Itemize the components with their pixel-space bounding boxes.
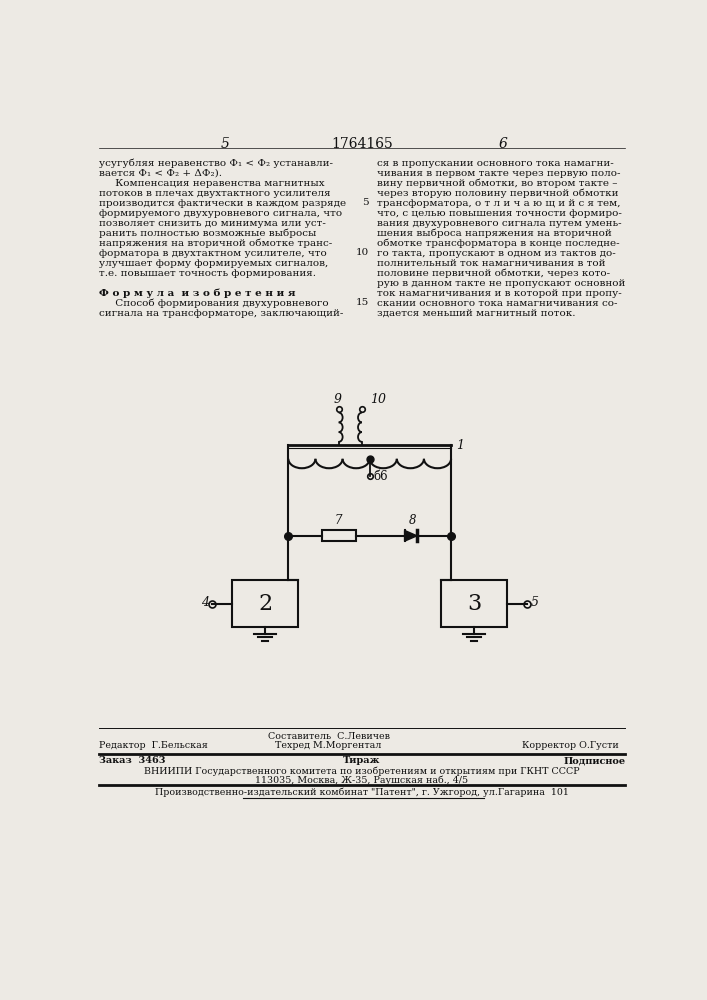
Text: трансформатора, о т л и ч а ю щ и й с я тем,: трансформатора, о т л и ч а ю щ и й с я … xyxy=(377,199,620,208)
Text: т.е. повышает точность формирования.: т.е. повышает точность формирования. xyxy=(99,269,316,278)
Text: 2: 2 xyxy=(258,593,272,615)
Text: Редактор  Г.Бельская: Редактор Г.Бельская xyxy=(99,741,208,750)
Text: Заказ  3463: Заказ 3463 xyxy=(99,756,165,765)
Text: 10: 10 xyxy=(356,248,369,257)
Text: б6: б6 xyxy=(373,470,388,483)
Text: потоков в плечах двухтактного усилителя: потоков в плечах двухтактного усилителя xyxy=(99,189,331,198)
Text: рую в данном такте не пропускают основной: рую в данном такте не пропускают основно… xyxy=(377,279,625,288)
Text: 4: 4 xyxy=(201,596,209,609)
Text: 1: 1 xyxy=(456,439,464,452)
Text: Корректор О.Густи: Корректор О.Густи xyxy=(522,741,619,750)
Text: полнительный ток намагничивания в той: полнительный ток намагничивания в той xyxy=(377,259,605,268)
Text: Подписное: Подписное xyxy=(563,756,626,765)
Text: форматора в двухтактном усилителе, что: форматора в двухтактном усилителе, что xyxy=(99,249,327,258)
Bar xyxy=(322,530,356,541)
Text: 7: 7 xyxy=(335,514,342,527)
Text: 5: 5 xyxy=(530,596,539,609)
Text: ток намагничивания и в которой при пропу-: ток намагничивания и в которой при пропу… xyxy=(377,289,621,298)
Text: половине первичной обмотки, через кото-: половине первичной обмотки, через кото- xyxy=(377,269,610,278)
Text: обмотке трансформатора в конце последне-: обмотке трансформатора в конце последне- xyxy=(377,239,619,248)
Text: здается меньший магнитный поток.: здается меньший магнитный поток. xyxy=(377,309,575,318)
Text: Способ формирования двухуровневого: Способ формирования двухуровневого xyxy=(99,299,329,308)
Text: 15: 15 xyxy=(356,298,369,307)
Text: Производственно-издательский комбинат "Патент", г. Ужгород, ул.Гагарина  101: Производственно-издательский комбинат "П… xyxy=(155,788,569,797)
Text: Компенсация неравенства магнитных: Компенсация неравенства магнитных xyxy=(99,179,325,188)
Text: Составитель  С.Левичев: Составитель С.Левичев xyxy=(268,732,390,741)
Text: Тираж: Тираж xyxy=(343,756,380,765)
Text: шения выброса напряжения на вторичной: шения выброса напряжения на вторичной xyxy=(377,229,612,238)
Bar xyxy=(441,580,507,627)
Text: скании основного тока намагничивания со-: скании основного тока намагничивания со- xyxy=(377,299,617,308)
Text: ранить полностью возможные выбросы: ранить полностью возможные выбросы xyxy=(99,229,317,238)
Text: 8: 8 xyxy=(409,514,416,527)
Text: ВНИИПИ Государственного комитета по изобретениям и открытиям при ГКНТ СССР: ВНИИПИ Государственного комитета по изоб… xyxy=(144,766,580,776)
Text: чивания в первом такте через первую поло-: чивания в первом такте через первую поло… xyxy=(377,169,620,178)
Text: вину первичной обмотки, во втором такте –: вину первичной обмотки, во втором такте … xyxy=(377,179,617,188)
Text: ся в пропускании основного тока намагни-: ся в пропускании основного тока намагни- xyxy=(377,158,614,167)
Text: позволяет снизить до минимума или уст-: позволяет снизить до минимума или уст- xyxy=(99,219,326,228)
Text: 10: 10 xyxy=(370,393,386,406)
Text: 3: 3 xyxy=(467,593,481,615)
Text: го такта, пропускают в одном из тактов до-: го такта, пропускают в одном из тактов д… xyxy=(377,249,615,258)
Text: что, с целью повышения точности формиро-: что, с целью повышения точности формиро- xyxy=(377,209,621,218)
Text: 5: 5 xyxy=(362,198,369,207)
Text: сигнала на трансформаторе, заключающий-: сигнала на трансформаторе, заключающий- xyxy=(99,309,344,318)
Text: 1764165: 1764165 xyxy=(331,137,393,151)
Text: производится фактически в каждом разряде: производится фактически в каждом разряде xyxy=(99,199,346,208)
Text: 6: 6 xyxy=(498,137,508,151)
Text: формируемого двухуровневого сигнала, что: формируемого двухуровневого сигнала, что xyxy=(99,209,342,218)
Text: вания двухуровневого сигнала путем умень-: вания двухуровневого сигнала путем умень… xyxy=(377,219,621,228)
Text: 5: 5 xyxy=(221,137,230,151)
Text: улучшает форму формируемых сигналов,: улучшает форму формируемых сигналов, xyxy=(99,259,329,268)
Text: 113035, Москва, Ж-35, Раушская наб., 4/5: 113035, Москва, Ж-35, Раушская наб., 4/5 xyxy=(255,775,469,785)
Text: вается Ф₁ < Ф₂ + ΔФ₂).: вается Ф₁ < Ф₂ + ΔФ₂). xyxy=(99,169,222,178)
Polygon shape xyxy=(404,530,417,541)
Text: Техред М.Моргентал: Техред М.Моргентал xyxy=(276,741,382,750)
Text: Ф о р м у л а  и з о б р е т е н и я: Ф о р м у л а и з о б р е т е н и я xyxy=(99,289,296,298)
Text: напряжения на вторичной обмотке транс-: напряжения на вторичной обмотке транс- xyxy=(99,239,332,248)
Text: 9: 9 xyxy=(333,393,341,406)
Text: усугубляя неравенство Ф₁ < Ф₂ устанавли-: усугубляя неравенство Ф₁ < Ф₂ устанавли- xyxy=(99,158,333,168)
Bar xyxy=(232,580,298,627)
Text: через вторую половину первичной обмотки: через вторую половину первичной обмотки xyxy=(377,189,618,198)
